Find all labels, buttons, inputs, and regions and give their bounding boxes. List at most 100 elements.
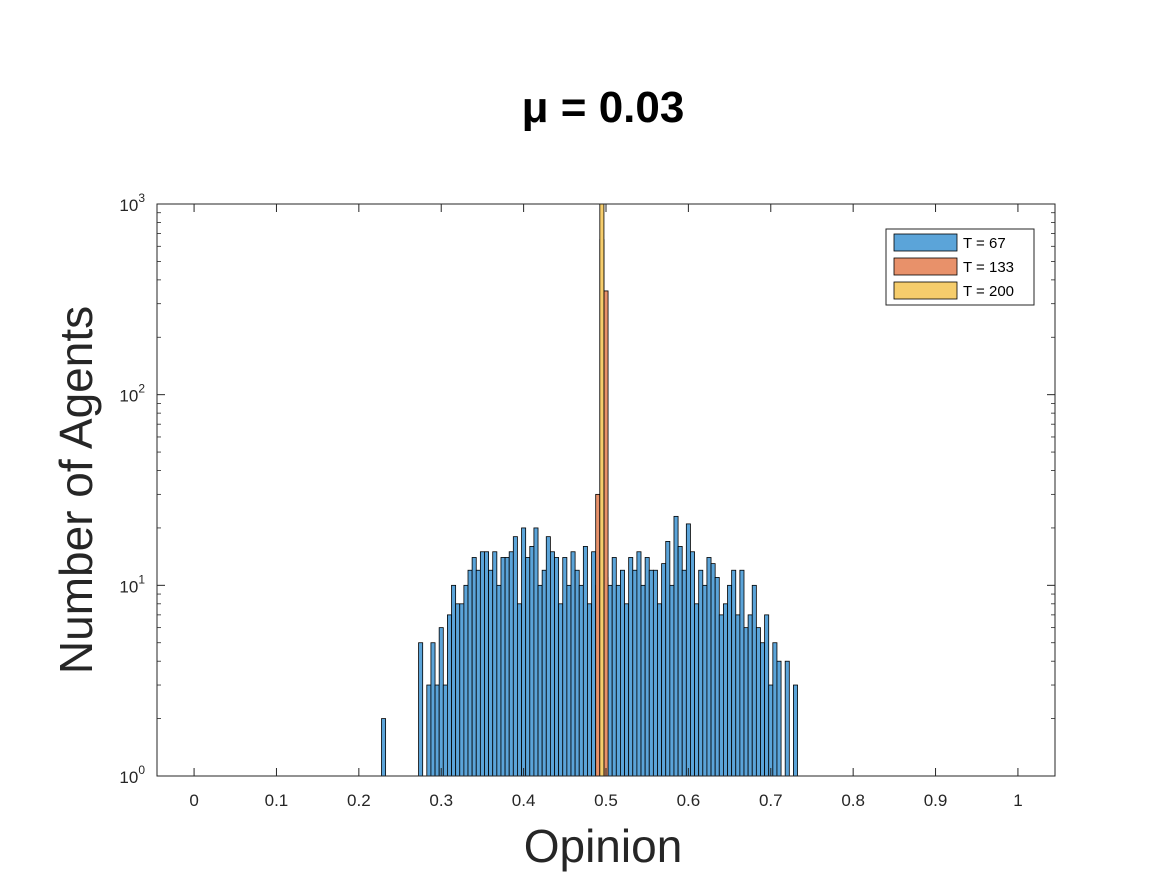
bar-series-0-bin-51 [591, 551, 597, 777]
bar-series-0-bin-72 [677, 546, 683, 777]
bar-series-0-bin-88 [743, 627, 749, 777]
bar-series-0-bin-74 [685, 523, 691, 777]
bar-series-0-bin-85 [731, 569, 737, 777]
bar-series-0-bin-77 [698, 569, 704, 777]
x-tick-label: 0.2 [347, 791, 371, 810]
bar-series-0-bin-12 [430, 642, 436, 777]
bar-series-0-bin-61 [632, 569, 638, 777]
bar-series-0-bin-93 [764, 614, 770, 777]
bar-series-0-bin-100 [793, 684, 798, 777]
legend-swatch-t200 [893, 281, 958, 300]
bar-series-0-bin-13 [434, 684, 440, 777]
bar-series-1-bin-2 [603, 290, 609, 777]
bar-series-0-bin-55 [607, 584, 613, 777]
tick-marks [157, 203, 1055, 777]
bar-series-0-bin-28 [496, 584, 502, 777]
bar-series-0-bin-45 [566, 584, 572, 777]
bar-series-0-bin-11 [426, 684, 432, 777]
x-tick-label: 0.9 [924, 791, 948, 810]
bar-series-0-bin-78 [702, 584, 708, 777]
bar-series-0-bin-92 [760, 642, 765, 777]
bar-series-0-bin-59 [624, 603, 630, 777]
bar-series-0-bin-81 [714, 577, 720, 777]
y-axis-label: Number of Agents [50, 306, 102, 674]
bar-series-0-bin-84 [727, 584, 733, 777]
bar-series-0-bin-58 [620, 569, 625, 777]
bar-series-0-bin-91 [755, 627, 761, 777]
bar-series-0-bin-96 [776, 660, 782, 777]
legend-swatch-t133 [893, 257, 958, 276]
bar-series-0-bin-44 [562, 557, 568, 777]
x-tick-label: 0.5 [594, 791, 618, 810]
bar-series-0-bin-20 [463, 584, 469, 777]
bar-series-0-bin-16 [447, 614, 452, 777]
bar-series-0-bin-37 [533, 527, 539, 777]
bar-series-0-bin-70 [669, 584, 675, 777]
legend-label-t200: T = 200 [963, 283, 1014, 300]
bar-series-0-bin-46 [570, 551, 576, 777]
bar-series-0-bin-89 [747, 614, 753, 777]
bar-series-0-bin-33 [517, 603, 522, 777]
bar-series-0-bin-75 [690, 551, 695, 777]
bar-series-0-bin-38 [537, 584, 543, 777]
bar-series-0-bin-94 [768, 684, 774, 777]
bar-series-0-bin-76 [694, 603, 700, 777]
y-tick-label: 103 [119, 191, 145, 215]
y-tick-label: 101 [119, 572, 145, 596]
bar-series-0-bin-80 [710, 563, 716, 777]
legend-label-t67: T = 67 [963, 235, 1006, 252]
bar-series-0-bin-24 [479, 551, 485, 777]
bar-series-0-bin-19 [459, 603, 465, 777]
bar-series-0-bin-41 [549, 551, 555, 777]
bar-series-0-bin-35 [525, 557, 531, 777]
bar-series-0-bin-31 [508, 551, 514, 777]
bar-series-0-bin-67 [657, 603, 663, 777]
bar-series-0-bin-65 [648, 569, 654, 777]
bar-series-2-bin-0 [599, 203, 605, 777]
bar-series-0-bin-95 [772, 642, 778, 777]
x-axis-label: Opinion [524, 820, 683, 872]
bar-series-0-bin-18 [455, 603, 461, 777]
bar-series-0-bin-42 [554, 557, 560, 777]
x-tick-label: 0.1 [265, 791, 289, 810]
x-tick-label: 0.7 [759, 791, 783, 810]
bar-series-0-bin-36 [529, 546, 535, 777]
bar-series-0-bin-79 [706, 557, 712, 777]
bar-series-0-bin-29 [500, 557, 506, 777]
legend-label-t133: T = 133 [963, 259, 1014, 276]
x-tick-label: 0.4 [512, 791, 536, 810]
x-tick-label: 0.3 [429, 791, 453, 810]
x-tick-label: 0.8 [841, 791, 865, 810]
chart-title: μ = 0.03 [522, 83, 685, 132]
y-tick-labels: 100 101 102 103 [119, 191, 145, 787]
legend: T = 67 T = 133 T = 200 [885, 228, 1035, 306]
bar-series-0-bin-83 [722, 603, 728, 777]
bar-series-0-bin-86 [735, 614, 741, 777]
bar-series-0-bin-56 [611, 557, 617, 777]
bar-series-0-bin-71 [673, 515, 679, 777]
bar-series-0-bin-0 [381, 718, 387, 777]
y-tick-label: 102 [119, 382, 145, 406]
bar-series-0-bin-49 [582, 546, 588, 777]
bar-series-0-bin-98 [784, 660, 790, 777]
bar-series-0-bin-47 [574, 569, 580, 777]
bar-series-0-bin-57 [615, 584, 621, 777]
bar-series-0-bin-87 [739, 569, 745, 777]
bar-series-0-bin-82 [718, 614, 724, 777]
bar-series-0-bin-48 [578, 584, 584, 777]
bar-series-0-bin-66 [652, 569, 658, 777]
bar-series-0-bin-17 [451, 584, 457, 777]
bar-series-0-bin-21 [467, 569, 473, 777]
bar-series-0-bin-68 [661, 563, 667, 777]
bar-series-0-bin-90 [751, 584, 757, 777]
bar-series-0-bin-23 [475, 569, 481, 777]
bar-series-1-bin-0 [595, 493, 601, 777]
bar-series-0-bin-40 [545, 536, 551, 777]
bar-series-0-bin-30 [504, 557, 510, 777]
bar-series-0-bin-9 [418, 642, 424, 777]
y-tick-label: 100 [119, 763, 145, 787]
bar-series-0-bin-63 [640, 584, 646, 777]
bar-series-0-bin-73 [681, 569, 687, 777]
bar-series-0-bin-43 [558, 603, 564, 777]
